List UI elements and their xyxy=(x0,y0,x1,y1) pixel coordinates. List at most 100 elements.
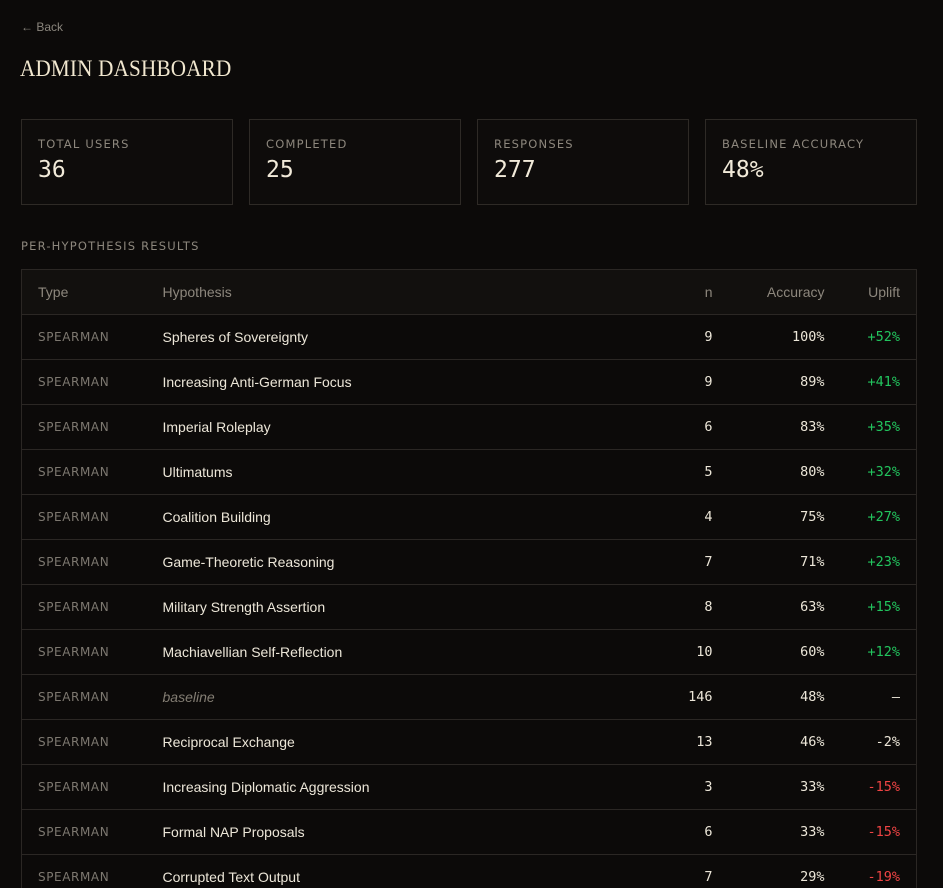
cell-type: SPEARMAN xyxy=(21,719,147,765)
cell-type: SPEARMAN xyxy=(21,809,147,855)
stat-card-baseline-accuracy: BASELINE ACCURACY 48% xyxy=(705,119,917,205)
cell-n: 7 xyxy=(646,539,729,585)
results-table: Type Hypothesis n Accuracy Uplift SPEARM… xyxy=(21,269,917,888)
cell-n: 9 xyxy=(646,314,729,360)
cell-type: SPEARMAN xyxy=(21,764,147,810)
column-header-type[interactable]: Type xyxy=(21,269,147,315)
table-row[interactable]: SPEARMAN Corrupted Text Output 7 29% -19% xyxy=(21,854,917,888)
cell-accuracy: 60% xyxy=(728,629,841,675)
cell-n: 8 xyxy=(646,584,729,630)
stats-row: TOTAL USERS 36 COMPLETED 25 RESPONSES 27… xyxy=(21,119,917,205)
column-header-hypothesis[interactable]: Hypothesis xyxy=(146,269,647,315)
cell-n: 4 xyxy=(646,494,729,540)
cell-hypothesis: Increasing Diplomatic Aggression xyxy=(146,764,647,810)
stat-label: RESPONSES xyxy=(494,137,574,151)
cell-hypothesis: Coalition Building xyxy=(146,494,647,540)
table-row[interactable]: SPEARMAN Military Strength Assertion 8 63% +… xyxy=(21,584,917,630)
results-table-body: SPEARMAN Spheres of Sovereignty 9 100% +52% S… xyxy=(21,314,917,888)
cell-uplift: -19% xyxy=(840,854,917,888)
cell-uplift: +23% xyxy=(840,539,917,585)
cell-hypothesis: Ultimatums xyxy=(146,449,647,495)
cell-type: SPEARMAN xyxy=(21,629,147,675)
table-header-row: Type Hypothesis n Accuracy Uplift xyxy=(21,269,917,315)
stat-label: TOTAL USERS xyxy=(38,137,130,151)
cell-n: 13 xyxy=(646,719,729,765)
cell-hypothesis: Game-Theoretic Reasoning xyxy=(146,539,647,585)
cell-uplift: -15% xyxy=(840,764,917,810)
cell-accuracy: 100% xyxy=(728,314,841,360)
cell-accuracy: 89% xyxy=(728,359,841,405)
cell-uplift: +12% xyxy=(840,629,917,675)
cell-uplift: +32% xyxy=(840,449,917,495)
cell-accuracy: 33% xyxy=(728,809,841,855)
cell-n: 9 xyxy=(646,359,729,405)
cell-uplift: +15% xyxy=(840,584,917,630)
stat-value: 25 xyxy=(266,157,294,183)
results-section-heading: PER-HYPOTHESIS RESULTS xyxy=(21,239,200,253)
cell-type: SPEARMAN xyxy=(21,314,147,360)
stat-value: 36 xyxy=(38,157,66,183)
cell-n: 3 xyxy=(646,764,729,810)
cell-uplift: +41% xyxy=(840,359,917,405)
column-header-n[interactable]: n xyxy=(646,269,729,315)
cell-type: SPEARMAN xyxy=(21,674,147,720)
table-row[interactable]: SPEARMAN Ultimatums 5 80% +32% xyxy=(21,449,917,495)
cell-hypothesis: Corrupted Text Output xyxy=(146,854,647,888)
cell-type: SPEARMAN xyxy=(21,494,147,540)
column-header-uplift[interactable]: Uplift xyxy=(840,269,917,315)
stat-card-total-users: TOTAL USERS 36 xyxy=(21,119,233,205)
stat-value: 277 xyxy=(494,157,536,183)
cell-hypothesis: Military Strength Assertion xyxy=(146,584,647,630)
table-row[interactable]: SPEARMAN Game-Theoretic Reasoning 7 71% +23% xyxy=(21,539,917,585)
cell-uplift: +52% xyxy=(840,314,917,360)
table-row[interactable]: SPEARMAN Spheres of Sovereignty 9 100% +52% xyxy=(21,314,917,360)
cell-hypothesis: baseline xyxy=(146,674,647,720)
cell-uplift: -15% xyxy=(840,809,917,855)
column-header-accuracy[interactable]: Accuracy xyxy=(728,269,841,315)
cell-n: 7 xyxy=(646,854,729,888)
stat-card-completed: COMPLETED 25 xyxy=(249,119,461,205)
cell-type: SPEARMAN xyxy=(21,359,147,405)
cell-type: SPEARMAN xyxy=(21,584,147,630)
cell-hypothesis: Increasing Anti-German Focus xyxy=(146,359,647,405)
cell-accuracy: 46% xyxy=(728,719,841,765)
cell-type: SPEARMAN xyxy=(21,404,147,450)
cell-type: SPEARMAN xyxy=(21,539,147,585)
cell-hypothesis: Formal NAP Proposals xyxy=(146,809,647,855)
table-row[interactable]: SPEARMAN Increasing Anti-German Focus 9 89%… xyxy=(21,359,917,405)
cell-n: 6 xyxy=(646,809,729,855)
cell-uplift: +35% xyxy=(840,404,917,450)
cell-type: SPEARMAN xyxy=(21,854,147,888)
cell-hypothesis: Imperial Roleplay xyxy=(146,404,647,450)
cell-type: SPEARMAN xyxy=(21,449,147,495)
cell-hypothesis: Spheres of Sovereignty xyxy=(146,314,647,360)
stat-card-responses: RESPONSES 277 xyxy=(477,119,689,205)
cell-accuracy: 48% xyxy=(728,674,841,720)
cell-hypothesis: Machiavellian Self-Reflection xyxy=(146,629,647,675)
cell-n: 146 xyxy=(646,674,729,720)
table-row[interactable]: SPEARMAN Coalition Building 4 75% +27% xyxy=(21,494,917,540)
table-row[interactable]: SPEARMAN Reciprocal Exchange 13 46% -2% xyxy=(21,719,917,765)
stat-value: 48% xyxy=(722,157,764,183)
cell-accuracy: 63% xyxy=(728,584,841,630)
cell-accuracy: 75% xyxy=(728,494,841,540)
cell-accuracy: 71% xyxy=(728,539,841,585)
stat-label: COMPLETED xyxy=(266,137,348,151)
cell-accuracy: 29% xyxy=(728,854,841,888)
cell-accuracy: 83% xyxy=(728,404,841,450)
cell-n: 5 xyxy=(646,449,729,495)
stat-label: BASELINE ACCURACY xyxy=(722,137,865,151)
table-row[interactable]: SPEARMAN Machiavellian Self-Reflection 10 6… xyxy=(21,629,917,675)
cell-uplift: -2% xyxy=(840,719,917,765)
cell-accuracy: 33% xyxy=(728,764,841,810)
cell-hypothesis: Reciprocal Exchange xyxy=(146,719,647,765)
table-row[interactable]: SPEARMAN baseline 146 48% — xyxy=(21,674,917,720)
back-link[interactable]: ← Back xyxy=(21,20,64,34)
cell-accuracy: 80% xyxy=(728,449,841,495)
table-row[interactable]: SPEARMAN Increasing Diplomatic Aggression… xyxy=(21,764,917,810)
table-row[interactable]: SPEARMAN Formal NAP Proposals 6 33% -15% xyxy=(21,809,917,855)
cell-n: 6 xyxy=(646,404,729,450)
table-row[interactable]: SPEARMAN Imperial Roleplay 6 83% +35% xyxy=(21,404,917,450)
cell-uplift: — xyxy=(840,674,917,720)
